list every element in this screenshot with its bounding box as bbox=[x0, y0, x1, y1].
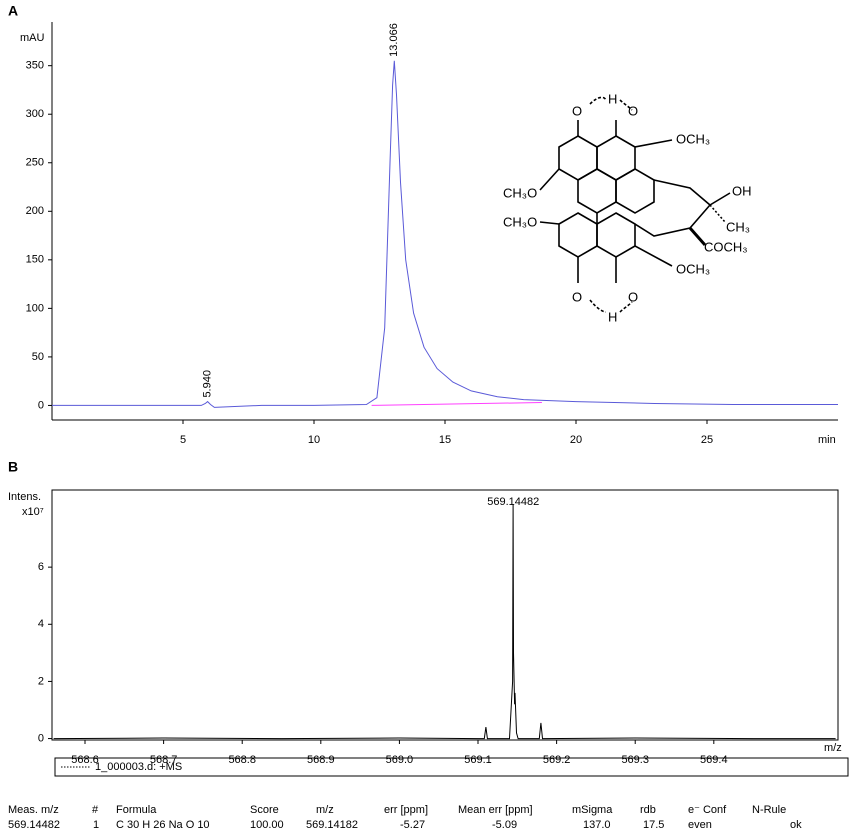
table-header: Score bbox=[250, 804, 279, 816]
table-cell: 137.0 bbox=[583, 819, 611, 831]
y-scale-label: x10⁷ bbox=[22, 506, 44, 518]
table-header: err [ppm] bbox=[384, 804, 428, 816]
ring bbox=[596, 212, 636, 258]
table-header: e⁻ Conf bbox=[688, 804, 727, 816]
atom-label: CH₃O bbox=[503, 185, 537, 200]
atom-label: OCH₃ bbox=[676, 261, 710, 276]
table-header: N-Rule bbox=[752, 804, 786, 816]
table-header: Meas. m/z bbox=[8, 804, 59, 816]
y-tick-label: 0 bbox=[38, 732, 44, 744]
x-tick-label: 568.7 bbox=[150, 754, 178, 766]
atom-label: O bbox=[572, 289, 582, 304]
bond bbox=[709, 192, 731, 206]
x-tick-label: 569.0 bbox=[386, 754, 414, 766]
structure bbox=[539, 96, 731, 313]
table-cell: -5.09 bbox=[492, 819, 517, 831]
table-cell: 569.14182 bbox=[306, 819, 358, 831]
bond bbox=[634, 139, 673, 148]
atom-label: COCH₃ bbox=[704, 239, 748, 254]
legend-box bbox=[54, 757, 849, 777]
x-tick-label: 15 bbox=[439, 434, 451, 446]
y-tick-label: 50 bbox=[32, 351, 44, 363]
table-cell: 1 bbox=[93, 819, 99, 831]
x-axis-label: m/z bbox=[824, 742, 842, 754]
table-cell: 569.14482 bbox=[8, 819, 60, 831]
y-tick-label: 200 bbox=[26, 205, 44, 217]
ring bbox=[577, 168, 617, 214]
bond bbox=[688, 227, 707, 246]
peak-label: 5.940 bbox=[202, 370, 214, 398]
legend-label: 1_000003.d: +MS bbox=[95, 761, 182, 773]
table-cell: 100.00 bbox=[250, 819, 284, 831]
bond bbox=[634, 245, 673, 267]
plot-frame bbox=[51, 489, 839, 741]
atom-label: CH₃O bbox=[503, 214, 537, 229]
x-tick-label: 569.2 bbox=[543, 754, 571, 766]
table-cell: -5.27 bbox=[400, 819, 425, 831]
panel-label: A bbox=[8, 3, 18, 19]
y-tick-label: 300 bbox=[26, 108, 44, 120]
x-tick-label: 569.4 bbox=[700, 754, 728, 766]
bond bbox=[539, 221, 560, 225]
x-tick-label: 568.8 bbox=[228, 754, 256, 766]
table-cell: 17.5 bbox=[643, 819, 664, 831]
y-tick-label: 100 bbox=[26, 302, 44, 314]
y-axis-label: Intens. bbox=[8, 491, 41, 503]
atom-label: CH₃ bbox=[726, 219, 750, 234]
peak-label: 569.14482 bbox=[487, 496, 539, 508]
data-line bbox=[53, 504, 836, 740]
x-tick-label: 569.3 bbox=[621, 754, 649, 766]
y-tick-label: 4 bbox=[38, 618, 44, 630]
atom-label: H bbox=[608, 309, 617, 324]
table-header: Formula bbox=[116, 804, 157, 816]
atom-label: O bbox=[572, 103, 582, 118]
y-tick-label: 250 bbox=[26, 157, 44, 169]
atom-label: H bbox=[608, 91, 617, 106]
y-tick-label: 2 bbox=[38, 675, 44, 687]
table-header: # bbox=[92, 804, 99, 816]
y-tick-label: 6 bbox=[38, 561, 44, 573]
h-bond bbox=[589, 299, 633, 313]
h-bond bbox=[589, 96, 633, 111]
x-tick-label: 25 bbox=[701, 434, 713, 446]
x-tick-label: 20 bbox=[570, 434, 582, 446]
x-tick-label: 10 bbox=[308, 434, 320, 446]
ring bbox=[596, 135, 636, 181]
x-tick-label: 568.9 bbox=[307, 754, 335, 766]
x-tick-label: 569.1 bbox=[464, 754, 492, 766]
x-tick-label: 5 bbox=[180, 434, 186, 446]
data-line bbox=[371, 402, 542, 406]
y-tick-label: 150 bbox=[26, 254, 44, 266]
panel-label: B bbox=[8, 459, 18, 475]
table-cell: even bbox=[688, 819, 712, 831]
atom-label: OCH₃ bbox=[676, 131, 710, 146]
peak-label: 13.066 bbox=[388, 23, 400, 57]
atom-label: O bbox=[628, 103, 638, 118]
table-header: Mean err [ppm] bbox=[458, 804, 533, 816]
table-header: mSigma bbox=[572, 804, 613, 816]
ring bbox=[558, 135, 598, 181]
atom-label: OH bbox=[732, 183, 752, 198]
bond bbox=[539, 168, 560, 191]
data-line bbox=[52, 60, 838, 408]
x-tick-label: 568.6 bbox=[71, 754, 99, 766]
atom-label: O bbox=[628, 289, 638, 304]
y-tick-label: 350 bbox=[26, 60, 44, 72]
y-tick-label: 0 bbox=[38, 399, 44, 411]
table-cell: C 30 H 26 Na O 10 bbox=[116, 819, 210, 831]
bond bbox=[709, 204, 726, 223]
y-axis-label: mAU bbox=[20, 32, 45, 44]
x-axis-label: min bbox=[818, 434, 836, 446]
table-cell: ok bbox=[790, 819, 802, 831]
ring bbox=[615, 168, 655, 214]
ring bbox=[558, 212, 598, 258]
table-header: rdb bbox=[640, 804, 656, 816]
table-header: m/z bbox=[316, 804, 334, 816]
bond bbox=[634, 179, 712, 237]
